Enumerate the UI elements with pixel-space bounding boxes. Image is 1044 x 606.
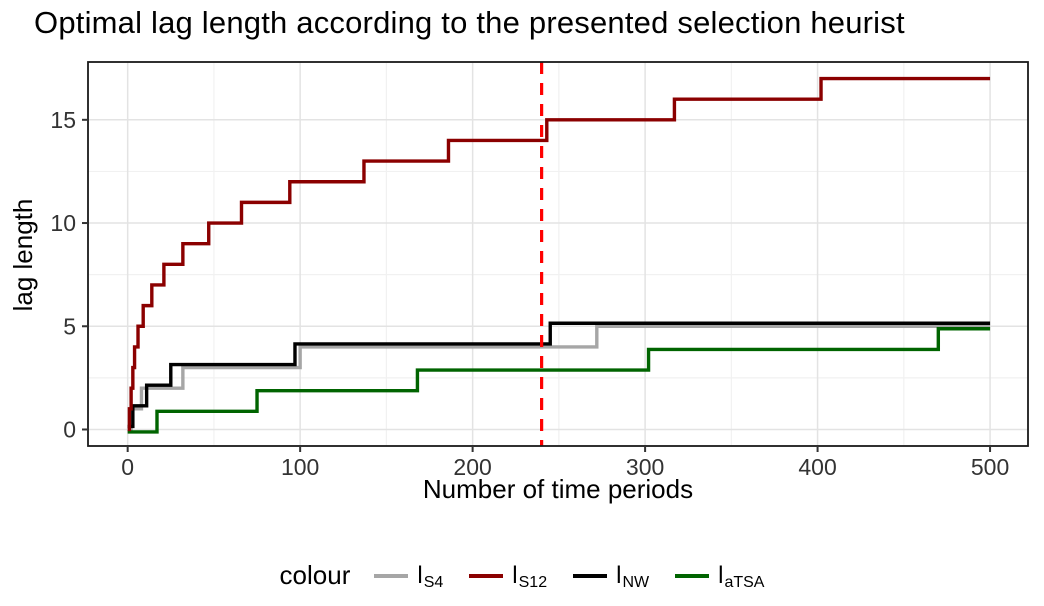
legend-title: colour xyxy=(279,560,351,590)
y-tick-label: 15 xyxy=(50,107,76,133)
legend-label-l_S12: lS12 xyxy=(512,561,548,591)
legend-entry-l_aTSA: laTSA xyxy=(675,561,765,591)
legend-entries: lS4 lS12 lNW laTSA xyxy=(374,561,765,591)
x-axis-label: Number of time periods xyxy=(422,474,694,504)
y-tick-label: 0 xyxy=(63,416,76,442)
series-line-l_NW xyxy=(127,321,991,429)
legend-entry-l_S12: lS12 xyxy=(469,561,548,591)
x-tick-label: 200 xyxy=(453,454,491,480)
legend-swatch-l_S12 xyxy=(469,573,504,578)
legend-swatch-l_NW xyxy=(573,573,608,578)
legend: colour lS4 lS12 lNW laTSA xyxy=(0,560,1044,591)
x-tick-label: 0 xyxy=(121,454,134,480)
legend-swatch-l_aTSA xyxy=(675,573,710,578)
legend-label-l_S4: lS4 xyxy=(417,561,444,591)
chart-title: Optimal lag length according to the pres… xyxy=(34,5,905,40)
y-tick-label: 5 xyxy=(63,313,76,339)
x-tick-label: 400 xyxy=(798,454,836,480)
legend-swatch-l_S4 xyxy=(374,573,409,578)
legend-entry-l_S4: lS4 xyxy=(374,561,444,591)
series-line-l_aTSA xyxy=(127,327,991,434)
x-tick-label: 300 xyxy=(626,454,664,480)
x-tick-label: 100 xyxy=(281,454,319,480)
legend-label-l_NW: lNW xyxy=(616,561,650,591)
series-line-l_S4 xyxy=(127,324,991,432)
x-tick-label: 500 xyxy=(971,454,1009,480)
legend-entry-l_NW: lNW xyxy=(573,561,650,591)
legend-label-l_aTSA: laTSA xyxy=(718,561,765,591)
y-tick-label: 10 xyxy=(50,210,76,236)
series-line-l_S12 xyxy=(127,76,991,432)
panel-border xyxy=(87,61,1029,447)
